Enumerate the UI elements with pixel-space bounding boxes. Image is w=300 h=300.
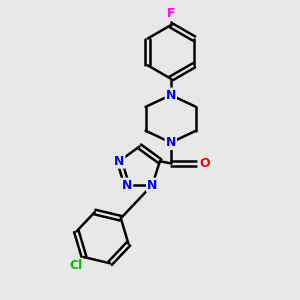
Text: Cl: Cl <box>70 259 83 272</box>
Text: N: N <box>147 178 158 192</box>
Text: N: N <box>122 178 132 192</box>
Text: F: F <box>167 8 175 20</box>
Text: N: N <box>166 136 176 149</box>
Text: N: N <box>114 155 124 168</box>
Text: N: N <box>166 88 176 101</box>
Text: O: O <box>199 157 210 170</box>
